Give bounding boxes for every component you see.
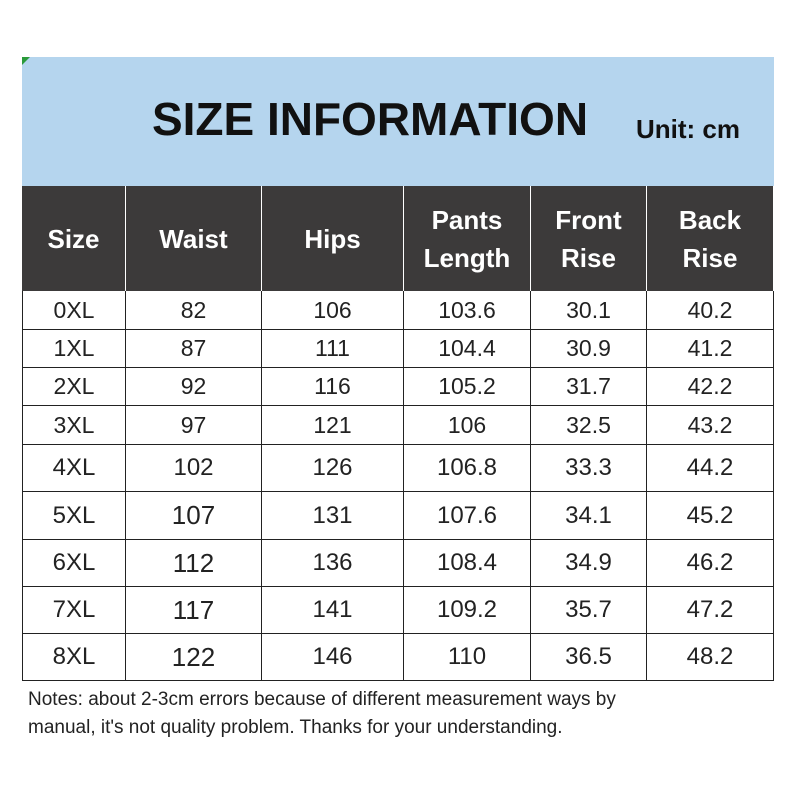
cell: 2XL — [22, 368, 126, 406]
cell: 45.2 — [647, 492, 774, 540]
cell: 110 — [404, 634, 531, 681]
header-text: Rise — [682, 242, 738, 273]
header-text: Rise — [561, 242, 616, 273]
header-text: Back — [678, 204, 742, 235]
header-text: Length — [423, 242, 511, 273]
cell: 131 — [262, 492, 404, 540]
cell: 87 — [126, 330, 262, 368]
cell: 1XL — [22, 330, 126, 368]
cell: 103.6 — [404, 291, 531, 330]
title: SIZE INFORMATION — [151, 93, 589, 145]
cell: 4XL — [22, 445, 126, 492]
header-cell: Size — [22, 186, 126, 291]
cell: 34.1 — [531, 492, 647, 540]
cell: 116 — [262, 368, 404, 406]
cell: 5XL — [22, 492, 126, 540]
cell: 146 — [262, 634, 404, 681]
cell: 43.2 — [647, 406, 774, 445]
cell: 30.1 — [531, 291, 647, 330]
cell: 136 — [262, 540, 404, 587]
header-text: Waist — [159, 223, 228, 254]
cell: 107 — [126, 492, 262, 540]
header-cell: Pants Length — [404, 186, 531, 291]
cell: 32.5 — [531, 406, 647, 445]
cell: 44.2 — [647, 445, 774, 492]
cell: 121 — [262, 406, 404, 445]
corner-mark — [22, 57, 30, 65]
cell: 109.2 — [404, 587, 531, 634]
header-text: Hips — [304, 223, 361, 254]
cell: 7XL — [22, 587, 126, 634]
cell: 104.4 — [404, 330, 531, 368]
cell: 106.8 — [404, 445, 531, 492]
header-text: Size — [47, 223, 100, 254]
header-text: Pants — [431, 204, 503, 235]
title-band — [22, 57, 774, 186]
cell: 36.5 — [531, 634, 647, 681]
cell: 126 — [262, 445, 404, 492]
cell: 92 — [126, 368, 262, 406]
cell: 48.2 — [647, 634, 774, 681]
cell: 106 — [262, 291, 404, 330]
cell: 41.2 — [647, 330, 774, 368]
cell: 42.2 — [647, 368, 774, 406]
cell: 47.2 — [647, 587, 774, 634]
cell: 46.2 — [647, 540, 774, 587]
cell: 3XL — [22, 406, 126, 445]
cell: 30.9 — [531, 330, 647, 368]
cell: 6XL — [22, 540, 126, 587]
cell: 40.2 — [647, 291, 774, 330]
note: manual, it's not quality problem. Thanks… — [28, 717, 563, 738]
cell: 117 — [126, 587, 262, 634]
note: Notes: about 2-3cm errors because of dif… — [28, 689, 616, 710]
cell: 33.3 — [531, 445, 647, 492]
cell: 105.2 — [404, 368, 531, 406]
cell: 34.9 — [531, 540, 647, 587]
cell: 31.7 — [531, 368, 647, 406]
cell: 107.6 — [404, 492, 531, 540]
header-text: Front — [555, 204, 622, 235]
cell: 106 — [404, 406, 531, 445]
cell: 97 — [126, 406, 262, 445]
cell: 108.4 — [404, 540, 531, 587]
cell: 111 — [262, 330, 404, 368]
cell: 102 — [126, 445, 262, 492]
cell: 122 — [126, 634, 262, 681]
header-cell: Hips — [262, 186, 404, 291]
header-cell: Back Rise — [647, 186, 774, 291]
cell: 8XL — [22, 634, 126, 681]
cell: 82 — [126, 291, 262, 330]
header-cell: Front Rise — [531, 186, 647, 291]
header-cell: Waist — [126, 186, 262, 291]
unit: Unit: cm — [636, 114, 740, 144]
cell: 141 — [262, 587, 404, 634]
cell: 35.7 — [531, 587, 647, 634]
cell: 112 — [126, 540, 262, 587]
cell: 0XL — [22, 291, 126, 330]
